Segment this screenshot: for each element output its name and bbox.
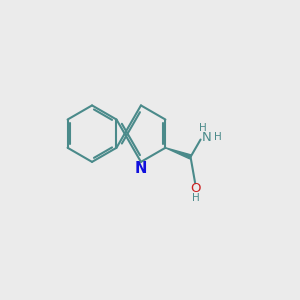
Text: H: H [199, 123, 206, 133]
Text: H: H [214, 132, 221, 142]
Polygon shape [165, 148, 191, 159]
Text: H: H [193, 193, 200, 202]
Text: N: N [134, 160, 146, 175]
Text: N: N [202, 131, 212, 144]
Text: O: O [190, 182, 201, 195]
